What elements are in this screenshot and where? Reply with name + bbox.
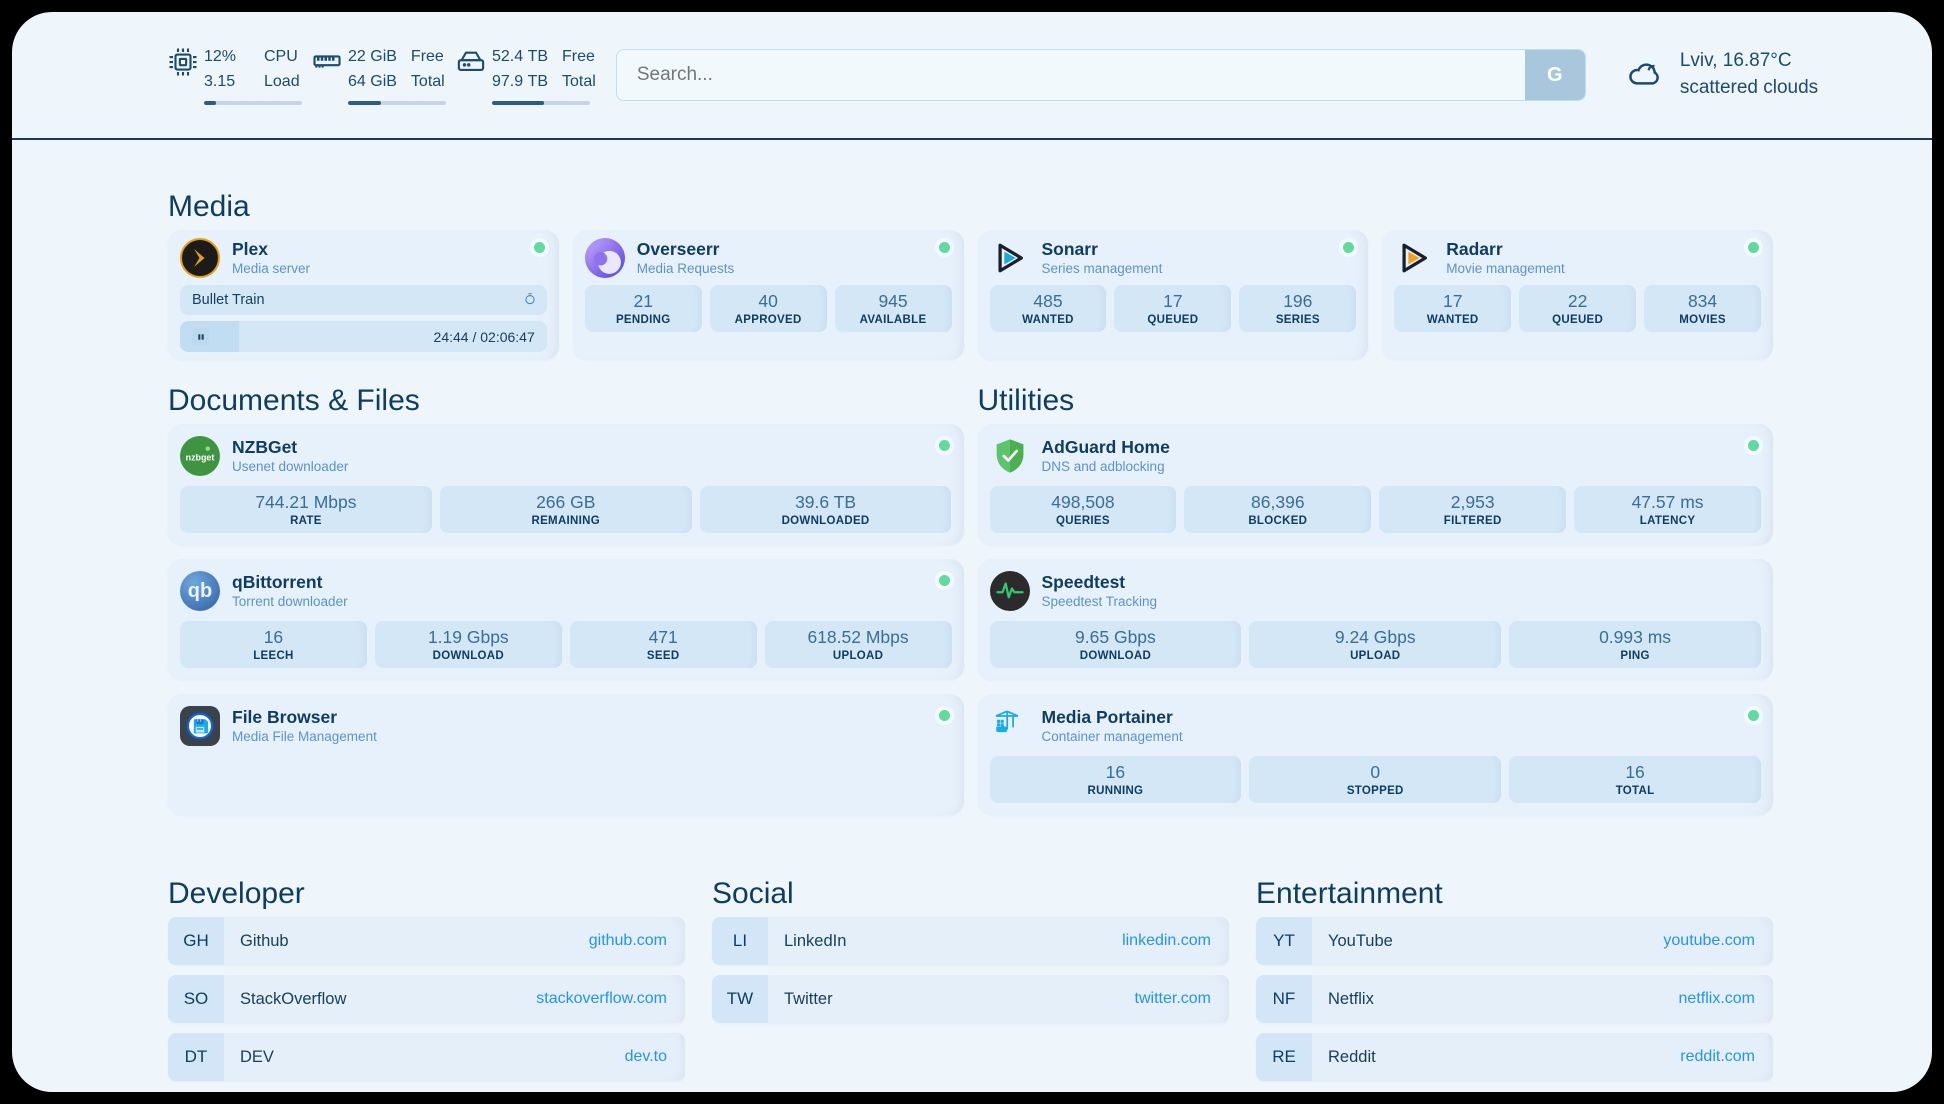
svg-text:nzbget: nzbget xyxy=(186,452,215,462)
